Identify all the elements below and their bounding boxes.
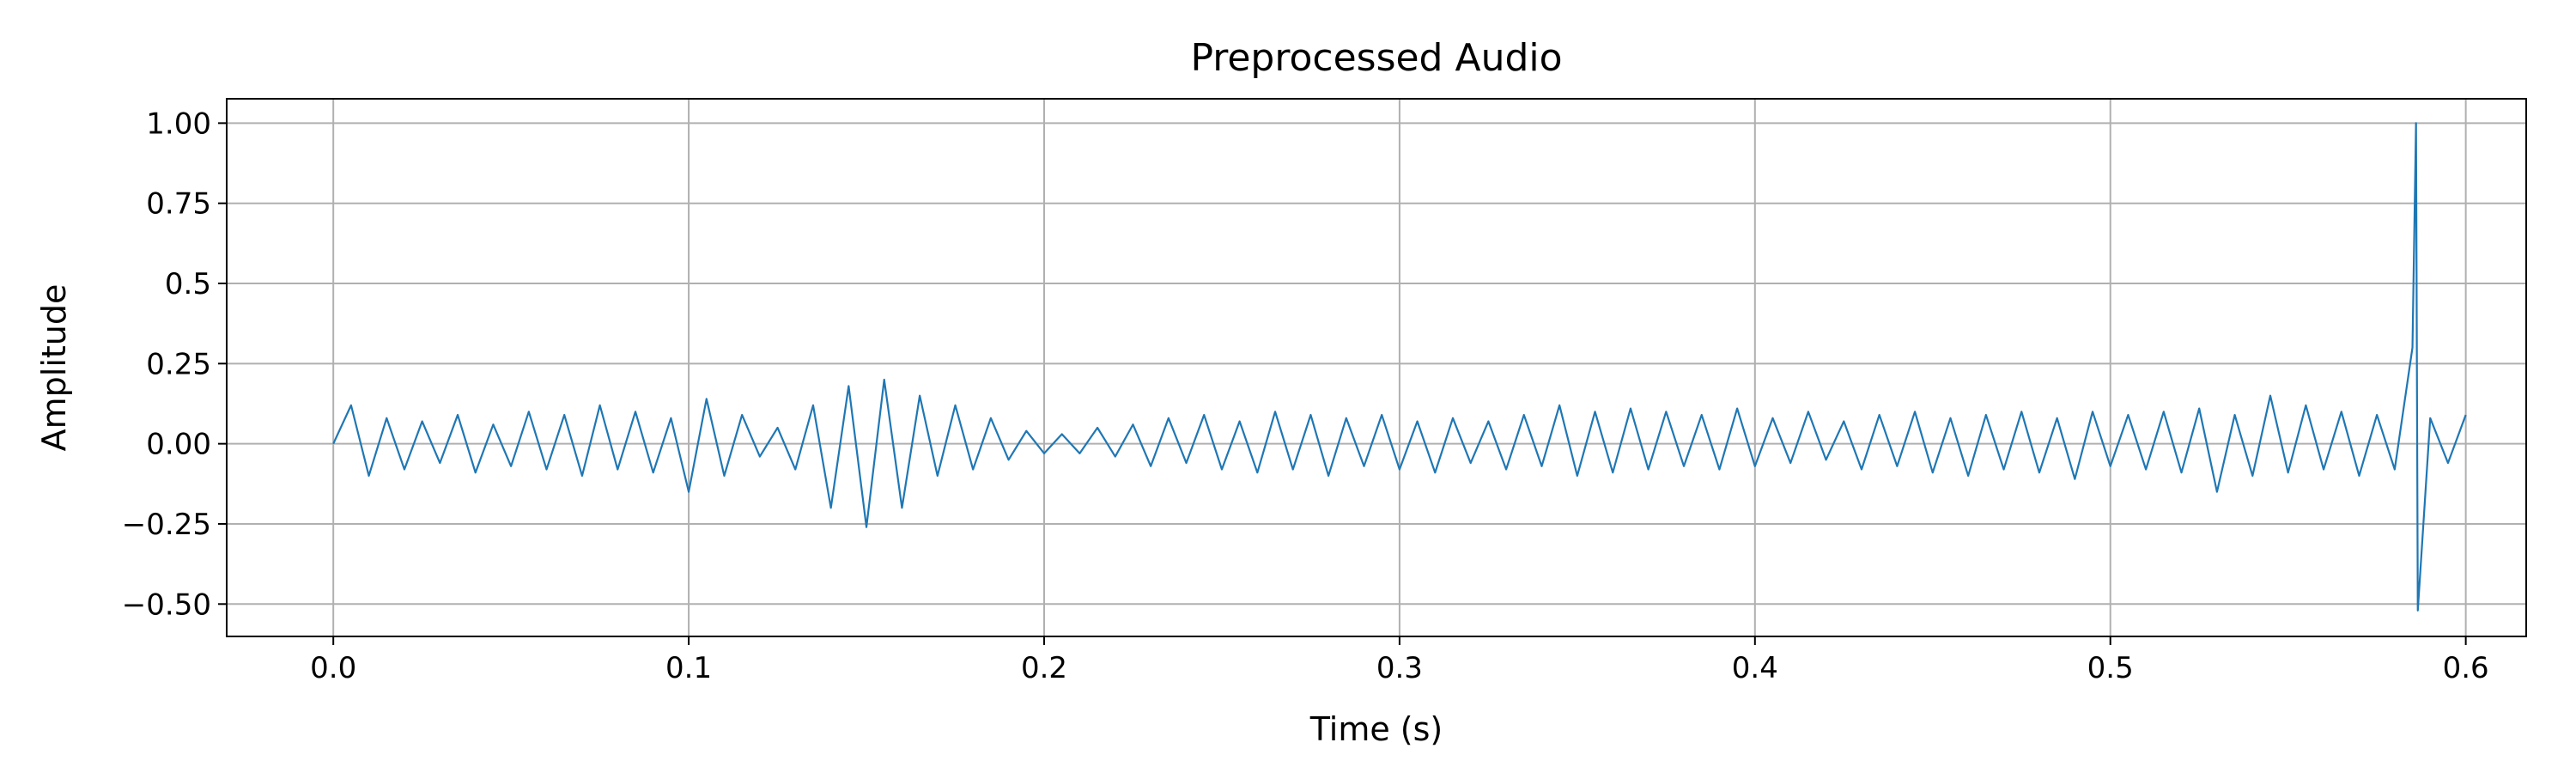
x-tick-label: 0.1	[665, 651, 712, 685]
y-tick-label: −0.25	[122, 508, 211, 542]
x-axis-label: Time (s)	[1309, 710, 1443, 748]
y-axis-label: Amplitude	[35, 284, 73, 452]
y-tick-label: 0.25	[146, 347, 211, 381]
y-tick-label: 0.75	[146, 187, 211, 222]
waveform-line	[332, 122, 2467, 612]
y-tick-label: 0.5	[165, 267, 211, 301]
x-tick-label: 0.0	[310, 651, 356, 685]
x-tick-label: 0.4	[1732, 651, 1778, 685]
plot-frame	[226, 98, 2527, 637]
x-tick-label: 0.6	[2443, 651, 2489, 685]
y-tick-label: 1.00	[146, 107, 211, 141]
x-tick-label: 0.2	[1021, 651, 1067, 685]
chart-title: Preprocessed Audio	[1190, 36, 1562, 80]
y-tick-label: 0.00	[146, 428, 211, 462]
x-tick-label: 0.3	[1376, 651, 1423, 685]
y-tick-label: −0.50	[122, 587, 211, 622]
x-tick-label: 0.5	[2087, 651, 2134, 685]
